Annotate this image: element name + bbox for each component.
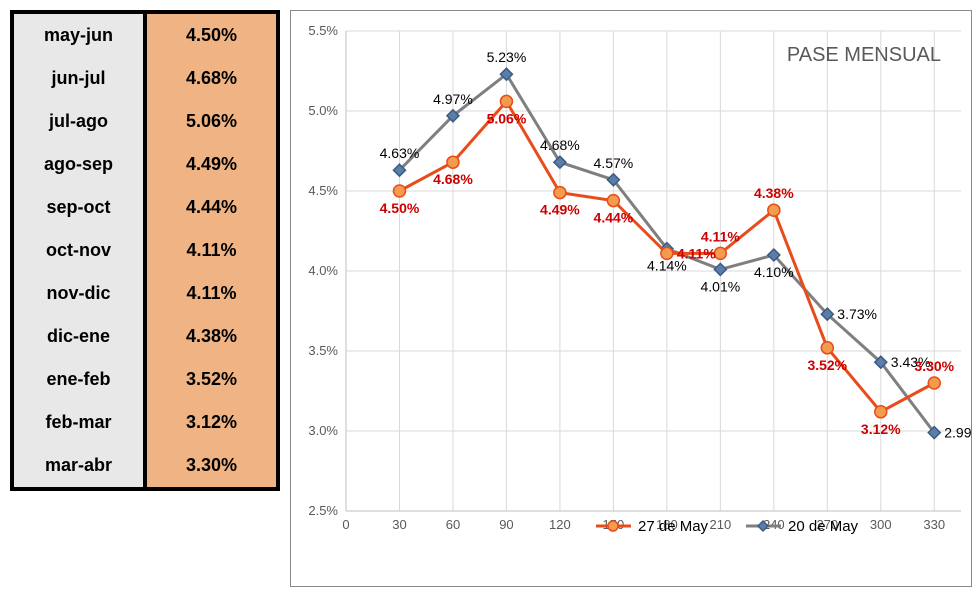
table-row: jul-ago5.06% — [12, 100, 278, 143]
value-cell: 4.49% — [145, 143, 278, 186]
svg-text:3.5%: 3.5% — [308, 343, 338, 358]
period-cell: mar-abr — [12, 444, 145, 489]
data-label: 4.50% — [380, 200, 420, 216]
period-cell: dic-ene — [12, 315, 145, 358]
value-cell: 5.06% — [145, 100, 278, 143]
marker-circle — [928, 377, 940, 389]
data-label: 4.63% — [380, 145, 420, 161]
period-cell: sep-oct — [12, 186, 145, 229]
table-row: may-jun4.50% — [12, 12, 278, 57]
data-label: 3.73% — [837, 306, 877, 322]
table-row: ene-feb3.52% — [12, 358, 278, 401]
period-cell: oct-nov — [12, 229, 145, 272]
period-cell: feb-mar — [12, 401, 145, 444]
data-label: 3.52% — [807, 357, 847, 373]
data-label: 5.06% — [487, 110, 527, 126]
value-cell: 3.30% — [145, 444, 278, 489]
table-row: ago-sep4.49% — [12, 143, 278, 186]
data-label: 4.01% — [700, 278, 740, 294]
svg-text:120: 120 — [549, 517, 571, 532]
value-cell: 4.38% — [145, 315, 278, 358]
svg-text:90: 90 — [499, 517, 513, 532]
data-label: 4.68% — [433, 171, 473, 187]
svg-text:30: 30 — [392, 517, 406, 532]
period-cell: ene-feb — [12, 358, 145, 401]
data-label: 4.68% — [540, 137, 580, 153]
svg-text:4.0%: 4.0% — [308, 263, 338, 278]
period-cell: nov-dic — [12, 272, 145, 315]
period-cell: jul-ago — [12, 100, 145, 143]
svg-text:4.5%: 4.5% — [308, 183, 338, 198]
marker-circle — [554, 187, 566, 199]
legend-label: 27 de May — [638, 518, 709, 535]
table-row: dic-ene4.38% — [12, 315, 278, 358]
data-label: 3.12% — [861, 421, 901, 437]
value-cell: 4.44% — [145, 186, 278, 229]
svg-text:5.5%: 5.5% — [308, 23, 338, 38]
data-label: 4.10% — [754, 264, 794, 280]
svg-text:3.0%: 3.0% — [308, 423, 338, 438]
table-row: sep-oct4.44% — [12, 186, 278, 229]
value-cell: 3.12% — [145, 401, 278, 444]
table-row: nov-dic4.11% — [12, 272, 278, 315]
svg-text:0: 0 — [342, 517, 349, 532]
table-row: feb-mar3.12% — [12, 401, 278, 444]
data-table: may-jun4.50%jun-jul4.68%jul-ago5.06%ago-… — [10, 10, 280, 491]
table-row: mar-abr3.30% — [12, 444, 278, 489]
svg-text:330: 330 — [923, 517, 945, 532]
period-cell: may-jun — [12, 12, 145, 57]
period-cell: ago-sep — [12, 143, 145, 186]
svg-text:300: 300 — [870, 517, 892, 532]
value-cell: 4.11% — [145, 272, 278, 315]
value-cell: 4.68% — [145, 57, 278, 100]
data-label: 3.30% — [914, 358, 954, 374]
period-cell: jun-jul — [12, 57, 145, 100]
data-table-container: may-jun4.50%jun-jul4.68%jul-ago5.06%ago-… — [10, 10, 280, 587]
chart-title: PASE MENSUAL — [787, 44, 941, 66]
chart-container: 2.5%3.0%3.5%4.0%4.5%5.0%5.5%030609012015… — [290, 10, 972, 587]
svg-text:210: 210 — [709, 517, 731, 532]
table-row: jun-jul4.68% — [12, 57, 278, 100]
svg-text:2.5%: 2.5% — [308, 503, 338, 518]
table-row: oct-nov4.11% — [12, 229, 278, 272]
marker-circle — [447, 156, 459, 168]
value-cell: 4.50% — [145, 12, 278, 57]
data-label: 4.97% — [433, 91, 473, 107]
data-label: 5.23% — [487, 49, 527, 65]
marker-circle — [607, 195, 619, 207]
data-label: 4.11% — [677, 245, 716, 261]
data-label: 4.11% — [701, 228, 740, 244]
data-label: 4.44% — [594, 210, 634, 226]
svg-text:5.0%: 5.0% — [308, 103, 338, 118]
marker-circle — [875, 406, 887, 418]
marker-circle — [500, 95, 512, 107]
value-cell: 4.11% — [145, 229, 278, 272]
data-label: 4.38% — [754, 185, 794, 201]
svg-text:60: 60 — [446, 517, 460, 532]
marker-circle — [714, 247, 726, 259]
marker-circle — [768, 204, 780, 216]
data-label: 4.57% — [594, 155, 634, 171]
marker-circle — [393, 185, 405, 197]
value-cell: 3.52% — [145, 358, 278, 401]
data-label: 4.49% — [540, 202, 580, 218]
marker-circle — [821, 342, 833, 354]
data-label: 2.99% — [944, 425, 971, 441]
pase-mensual-chart: 2.5%3.0%3.5%4.0%4.5%5.0%5.5%030609012015… — [291, 11, 971, 566]
legend-label: 20 de May — [788, 518, 859, 535]
